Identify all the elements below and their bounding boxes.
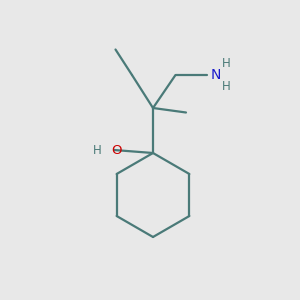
Text: O: O	[112, 143, 122, 157]
Text: H: H	[222, 80, 231, 93]
Text: N: N	[211, 68, 221, 82]
Text: H: H	[222, 57, 231, 70]
Text: H: H	[93, 143, 102, 157]
